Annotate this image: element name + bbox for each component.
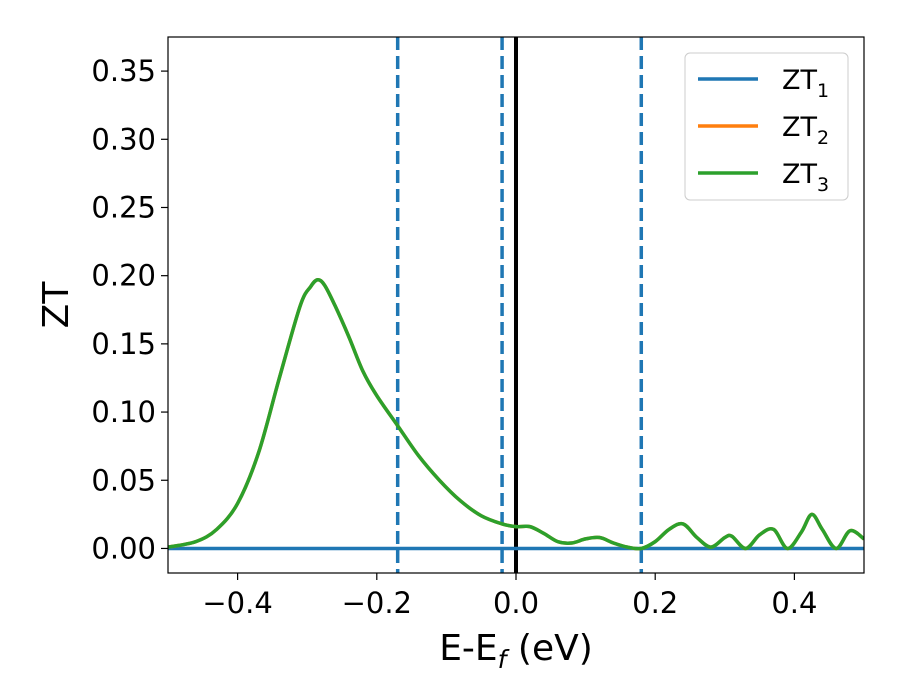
y-tick-label: 0.20	[91, 259, 156, 293]
x-tick-label: 0.0	[493, 586, 539, 620]
y-tick-label: 0.15	[91, 327, 156, 361]
legend: ZT1 ZT2 ZT3	[684, 52, 849, 201]
legend-box	[684, 52, 849, 201]
y-tick-label: 0.05	[91, 463, 156, 497]
legend-label-zt3: ZT3	[782, 159, 829, 196]
y-axis-ticks: 0.00 0.05 0.10 0.15 0.20 0.25 0.30 0.35	[91, 54, 168, 565]
series-line-zt3	[168, 278, 864, 551]
y-tick-label: 0.10	[91, 395, 156, 429]
x-tick-label: −0.2	[342, 586, 412, 620]
series-layer	[168, 37, 864, 573]
x-axis-title: E-Ef (eV)	[439, 628, 593, 674]
y-tick-label: 0.35	[91, 54, 156, 88]
y-tick-label: 0.00	[91, 531, 156, 565]
x-axis-ticks: −0.4 −0.2 0.0 0.2 0.4	[202, 573, 817, 620]
x-tick-label: 0.2	[632, 586, 678, 620]
legend-label-zt1: ZT1	[782, 65, 829, 102]
y-tick-label: 0.25	[91, 190, 156, 224]
y-tick-label: 0.30	[91, 122, 156, 156]
legend-label-zt2: ZT2	[782, 112, 829, 149]
x-tick-label: −0.4	[202, 586, 272, 620]
x-tick-label: 0.4	[771, 586, 817, 620]
y-axis-title: ZT	[36, 281, 77, 329]
